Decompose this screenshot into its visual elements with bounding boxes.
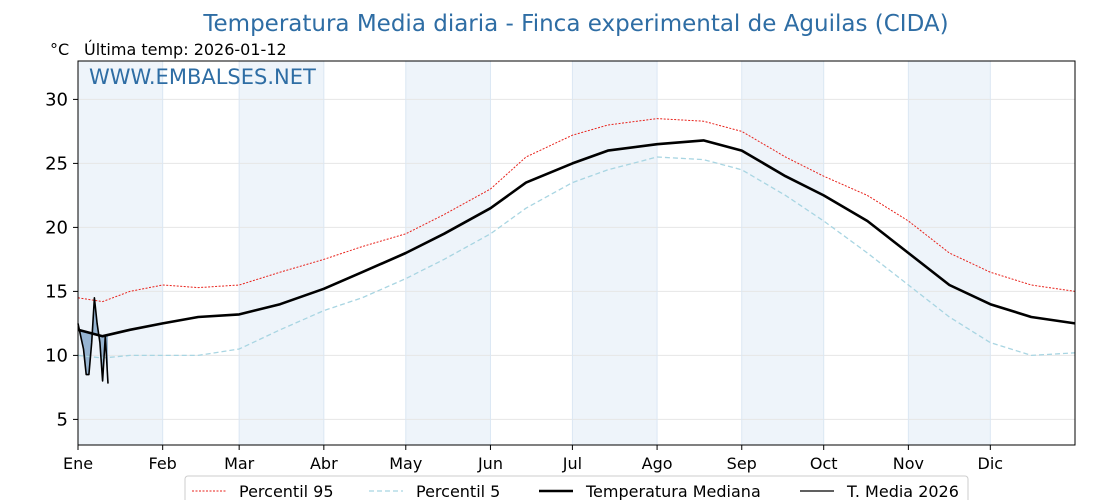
- legend-label: Percentil 5: [416, 482, 500, 500]
- series-percentil-95: [77, 118, 1076, 303]
- y-tick-label: 5: [57, 409, 68, 430]
- legend-box: [184, 475, 969, 500]
- x-axis: Ene Feb Mar Abr May Jun Jul Ago Sep Oct Nov Dic: [63, 445, 1003, 473]
- y-axis: 5 10 15 20 25 30: [45, 89, 78, 430]
- month-bands: [78, 61, 991, 445]
- series-temperatura-mediana: [77, 139, 1076, 338]
- x-tick-label: Nov: [893, 454, 924, 473]
- y-tick-label: 10: [45, 345, 68, 366]
- x-tick-label: Ago: [642, 454, 673, 473]
- plot-frame: [77, 60, 1076, 446]
- x-tick-label: Ene: [63, 454, 93, 473]
- x-tick-label: Sep: [727, 454, 757, 473]
- y-tick-label: 15: [45, 281, 68, 302]
- legend-label: T. Media 2026: [846, 482, 959, 500]
- grid-lines: [77, 61, 1075, 445]
- x-tick-label: Oct: [810, 454, 838, 473]
- legend-label: Temperatura Mediana: [585, 482, 761, 500]
- x-tick-label: Jun: [477, 454, 503, 473]
- month-band: [239, 61, 324, 445]
- x-tick-label: May: [389, 454, 422, 473]
- last-temp-label: Última temp: 2026-01-12: [84, 40, 287, 59]
- series-percentil-5: [77, 156, 1076, 359]
- month-band: [572, 61, 658, 445]
- month-band: [908, 61, 991, 445]
- month-band: [78, 61, 163, 445]
- x-tick-label: Feb: [149, 454, 177, 473]
- series-t-media-2026: [77, 296, 109, 384]
- series-layer: [77, 118, 1076, 384]
- x-tick-label: Jul: [562, 454, 582, 473]
- unit-label: °C: [50, 40, 69, 59]
- y-tick-label: 25: [45, 153, 68, 174]
- month-band: [741, 61, 824, 445]
- x-tick-label: Dic: [978, 454, 1004, 473]
- y-tick-label: 30: [45, 89, 68, 110]
- y-tick-label: 20: [45, 217, 68, 238]
- x-tick-label: Mar: [224, 454, 255, 473]
- chart-title: Temperatura Media diaria - Finca experim…: [202, 11, 948, 37]
- x-tick-label: Abr: [310, 454, 338, 473]
- month-band: [405, 61, 491, 445]
- legend: Percentil 95 Percentil 5 Temperatura Media…: [184, 475, 969, 500]
- legend-label: Percentil 95: [239, 482, 334, 500]
- watermark: WWW.EMBALSES.NET: [89, 65, 316, 89]
